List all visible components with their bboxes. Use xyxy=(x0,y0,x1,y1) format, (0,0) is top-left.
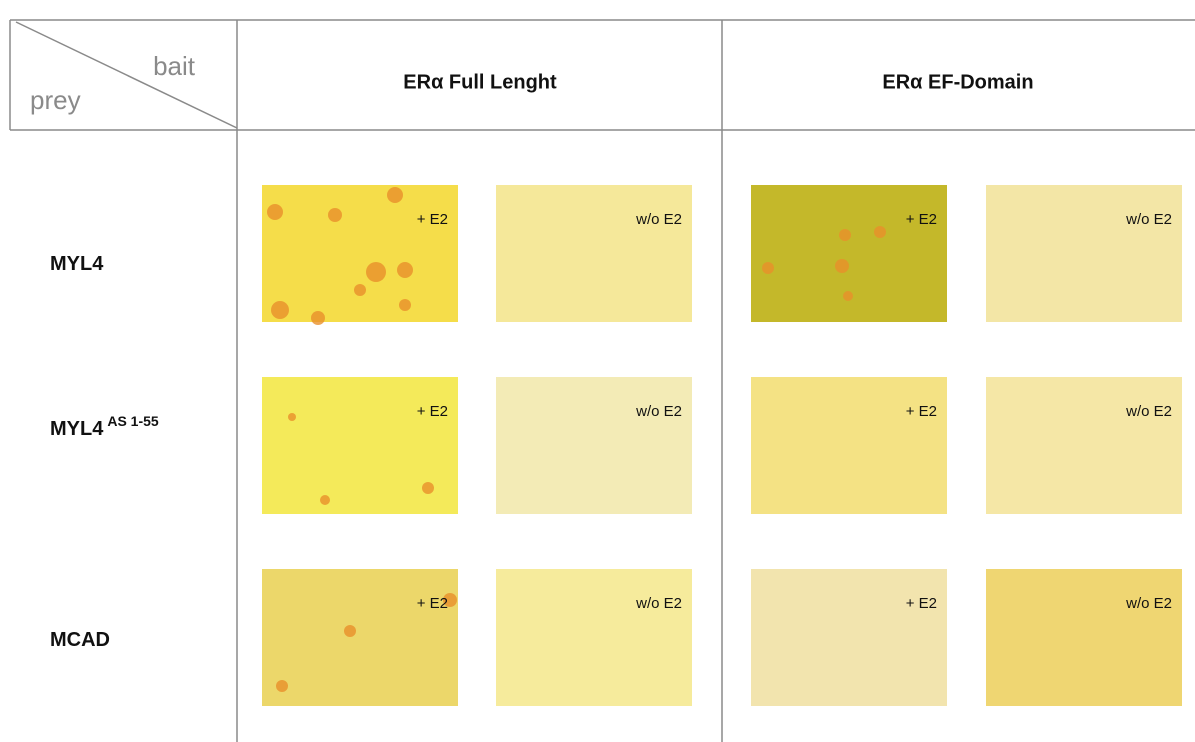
panel-label: + E2 xyxy=(906,211,937,228)
plate-image xyxy=(262,569,458,706)
prey-label: prey xyxy=(30,85,81,115)
panel-label: w/o E2 xyxy=(635,403,682,420)
column-header: ERα EF-Domain xyxy=(882,71,1033,93)
colony xyxy=(354,284,366,296)
bait-label: bait xyxy=(153,51,196,81)
plate-image xyxy=(496,569,692,706)
plate-image xyxy=(496,185,692,322)
plate-image xyxy=(751,185,947,322)
panel-label: w/o E2 xyxy=(1125,595,1172,612)
colony xyxy=(843,291,853,301)
panel-label: + E2 xyxy=(417,595,448,612)
plate-image xyxy=(262,185,458,322)
colony xyxy=(835,259,849,273)
colony xyxy=(276,680,288,692)
colony xyxy=(328,208,342,222)
panel-label: + E2 xyxy=(906,595,937,612)
panel-label: + E2 xyxy=(417,211,448,228)
plate-image xyxy=(496,377,692,514)
colony xyxy=(422,482,434,494)
colony xyxy=(874,226,886,238)
diagonal xyxy=(15,21,238,129)
colony xyxy=(344,625,356,637)
panel-label: w/o E2 xyxy=(1125,403,1172,420)
colony xyxy=(399,299,411,311)
row-label: MYL4 AS 1-55 xyxy=(50,413,159,441)
plate-image xyxy=(986,377,1182,514)
colony xyxy=(288,413,296,421)
plate-image xyxy=(751,377,947,514)
colony xyxy=(397,262,413,278)
panel-label: w/o E2 xyxy=(635,595,682,612)
colony xyxy=(443,593,457,607)
row-label-sup: AS 1-55 xyxy=(107,413,159,429)
row-label: MCAD xyxy=(50,629,110,651)
plate-image xyxy=(986,185,1182,322)
colony xyxy=(320,495,330,505)
row-label-text: MYL4 xyxy=(50,418,104,440)
colony xyxy=(366,262,386,282)
panel-label: w/o E2 xyxy=(1125,211,1172,228)
panel-label: + E2 xyxy=(417,403,448,420)
row-label: MYL4 xyxy=(50,253,104,275)
colony xyxy=(762,262,774,274)
colony xyxy=(387,187,403,203)
colony xyxy=(311,311,325,325)
row-label-text: MCAD xyxy=(50,629,110,651)
plate-image xyxy=(751,569,947,706)
colony xyxy=(271,301,289,319)
column-header: ERα Full Lenght xyxy=(403,71,557,93)
panel-label: + E2 xyxy=(906,403,937,420)
plate-image xyxy=(986,569,1182,706)
row-label-text: MYL4 xyxy=(50,253,104,275)
panel-label: w/o E2 xyxy=(635,211,682,228)
colony xyxy=(839,229,851,241)
colony xyxy=(267,204,283,220)
